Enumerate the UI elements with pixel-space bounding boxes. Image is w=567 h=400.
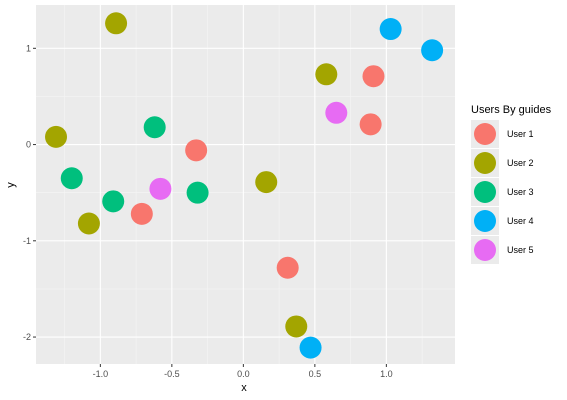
y-tick-label: -1 [23, 236, 31, 246]
x-axis-title: x [241, 382, 247, 394]
legend-label-user-2: User 2 [507, 158, 534, 168]
data-point-user-2 [315, 63, 338, 86]
data-point-user-2 [45, 125, 68, 148]
y-tick-label: 1 [26, 43, 31, 53]
y-axis-title: y [5, 182, 17, 188]
data-point-user-3 [143, 116, 166, 139]
data-point-user-5 [325, 101, 348, 124]
data-point-user-1 [276, 256, 299, 279]
legend: Users By guides User 1 User 2 User 3 User 4… [471, 104, 552, 264]
x-tick-label: -0.5 [164, 369, 180, 379]
y-axis-ticks: -2 -1 0 1 [23, 43, 36, 342]
legend-label-user-1: User 1 [507, 129, 534, 139]
legend-key-user-5 [474, 239, 496, 261]
data-point-user-1 [130, 202, 153, 225]
legend-key-user-4 [474, 210, 496, 232]
y-tick-label: 0 [26, 140, 31, 150]
y-tick-label: -2 [23, 332, 31, 342]
data-point-user-1 [362, 65, 385, 88]
legend-label-user-3: User 3 [507, 187, 534, 197]
data-point-user-2 [255, 171, 278, 194]
data-point-user-2 [105, 12, 128, 35]
data-points [45, 12, 444, 359]
legend-key-user-1 [474, 123, 496, 145]
plot-panel [36, 5, 455, 364]
data-point-user-1 [359, 113, 382, 136]
x-tick-label: -1.0 [93, 369, 109, 379]
data-point-user-2 [77, 212, 100, 235]
data-point-user-3 [60, 167, 83, 190]
data-point-user-3 [186, 181, 209, 204]
x-tick-label: 0.5 [309, 369, 322, 379]
x-tick-label: 1.0 [380, 369, 393, 379]
data-point-user-4 [299, 336, 322, 359]
major-gridlines [36, 5, 455, 364]
x-axis-ticks: -1.0 -0.5 0.0 0.5 1.0 [93, 364, 393, 379]
legend-key-user-2 [474, 152, 496, 174]
legend-label-user-4: User 4 [507, 216, 534, 226]
legend-label-user-5: User 5 [507, 245, 534, 255]
data-point-user-1 [185, 139, 208, 162]
data-point-user-4 [379, 18, 402, 41]
data-point-user-5 [149, 177, 172, 200]
minor-gridlines [36, 5, 455, 364]
data-point-user-2 [285, 315, 308, 338]
data-point-user-4 [421, 39, 444, 62]
legend-key-user-3 [474, 181, 496, 203]
data-point-user-3 [102, 190, 125, 213]
legend-title: Users By guides [471, 104, 552, 116]
x-tick-label: 0.0 [237, 369, 250, 379]
